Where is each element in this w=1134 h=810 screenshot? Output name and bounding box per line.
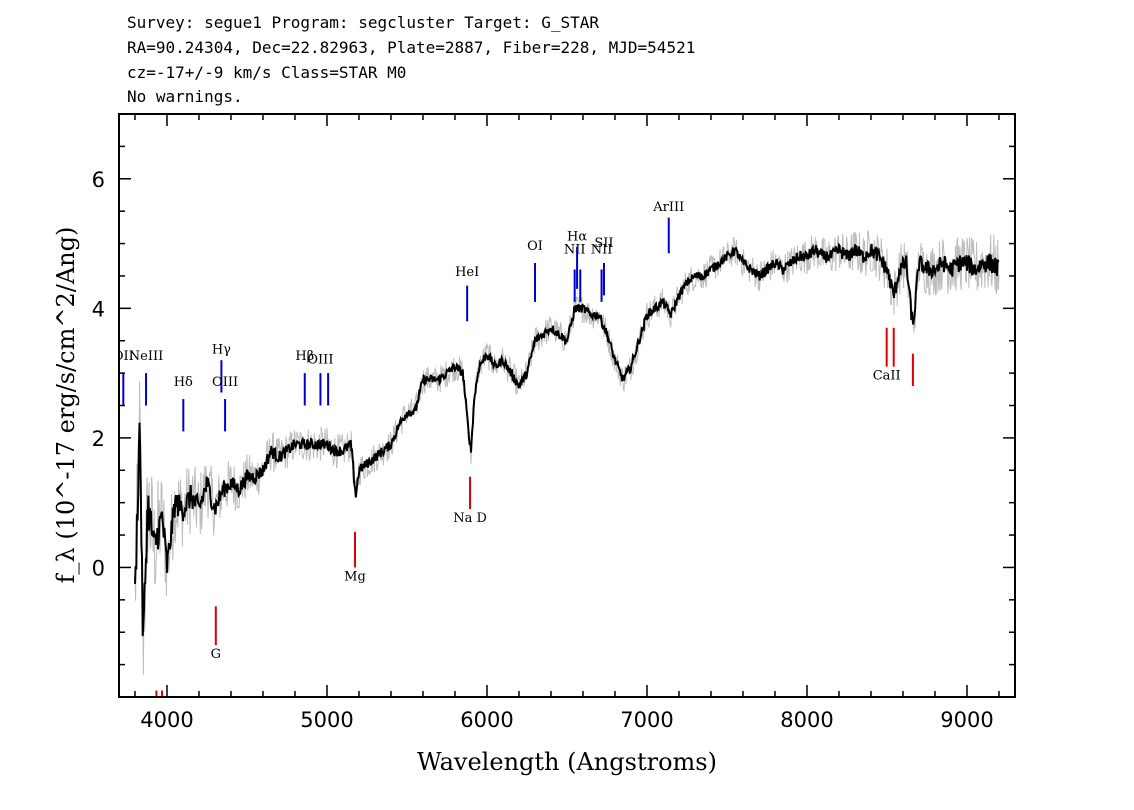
y-tick-label: 0 [92,556,105,580]
x-tick-label: 6000 [460,708,513,732]
emission-line-label: ArIII [652,200,684,215]
absorption-line-label: CaII [873,369,901,384]
ticks-layer: 4000 5000 6000 7000 8000 9000 0 2 4 6 [92,114,1015,732]
x-tick-label: 5000 [300,708,353,732]
y-tick-label: 2 [92,427,105,451]
emission-line-label: SII [594,236,613,251]
emission-line-label: Hβ [295,349,314,364]
header-line-2: RA=90.24304, Dec=22.82963, Plate=2887, F… [127,38,695,57]
flux-trace [134,242,1000,637]
emission-line-label: OI [527,239,543,254]
emission-line-label: NII [591,242,613,257]
emission-line-label: OIII [307,352,333,367]
x-tick-label: 8000 [780,708,833,732]
header-line-4: No warnings. [127,87,243,106]
flux-layer [134,242,1000,637]
emission-line-label: NII [564,242,586,257]
x-tick-label: 7000 [620,708,673,732]
absorption-line-label: G [211,647,221,662]
x-axis-label: Wavelength (Angstroms) [417,748,717,776]
emission-line-label: Hδ [174,375,193,390]
emission-line-label: HeI [455,265,479,280]
error-band-trace [134,230,1000,676]
emission-line-label: Hα [567,229,587,244]
y-axis-label: f_λ (10^-17 erg/s/cm^2/Ang) [52,227,80,584]
y-tick-label: 6 [92,168,105,192]
header-line-1: Survey: segue1 Program: segcluster Targe… [127,13,599,32]
emission-line-label: Hγ [212,343,231,358]
emission-line-label: OIII [212,375,238,390]
error-band-layer [134,230,1000,676]
y-tick-label: 4 [92,297,105,321]
absorption-line-label: Mg [344,569,366,584]
x-tick-label: 4000 [140,708,193,732]
absorption-line-label: Na D [453,511,487,526]
emission-line-label: NeIII [129,349,163,364]
emission-line-label: OII [113,349,134,364]
header-line-3: cz=-17+/-9 km/s Class=STAR M0 [127,63,406,82]
plot-frame [118,113,1016,698]
x-tick-label: 9000 [940,708,993,732]
